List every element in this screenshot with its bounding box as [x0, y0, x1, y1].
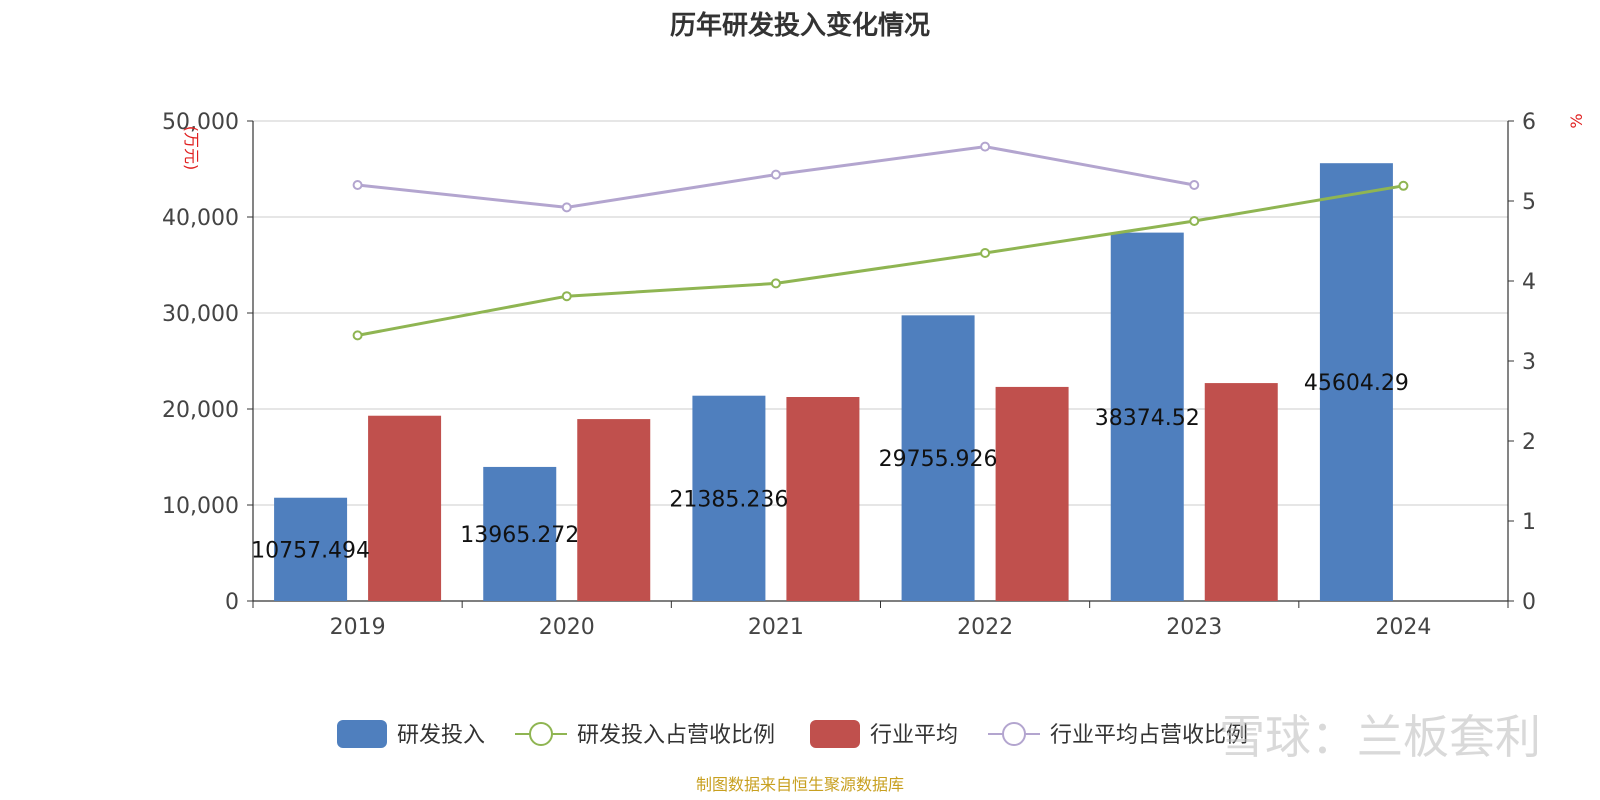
bar: [368, 415, 442, 601]
legend-label: 研发投入: [397, 723, 485, 748]
bar: [577, 419, 651, 601]
y-right-tick-label: 3: [1522, 350, 1536, 375]
data-label: 13965.272: [460, 523, 579, 548]
data-label: 45604.29: [1304, 371, 1409, 396]
line-point: [1189, 216, 1200, 226]
bar: [995, 386, 1069, 601]
line-point: [352, 180, 363, 190]
x-tick-label: 2024: [1375, 615, 1431, 640]
data-label: 38374.52: [1095, 406, 1200, 431]
y-right-unit: %: [1567, 113, 1586, 128]
line-point: [770, 278, 781, 289]
x-tick-label: 2023: [1166, 615, 1222, 640]
legend-swatch-marker: [529, 722, 553, 746]
y-right-tick-label: 0: [1522, 590, 1536, 615]
bars: [274, 163, 1393, 601]
legend-swatch: [810, 720, 860, 748]
y-right-tick-label: 4: [1522, 270, 1536, 295]
line-point: [561, 291, 572, 302]
line-point: [1398, 180, 1409, 191]
y-right-tick-label: 2: [1522, 430, 1536, 455]
y-left-tick-label: 20,000: [162, 398, 239, 423]
watermark: 雪球：兰板套利: [1219, 710, 1541, 764]
series-line: [357, 184, 1404, 337]
y-left-unit: (万元): [182, 126, 201, 171]
y-right-tick-label: 6: [1522, 110, 1536, 135]
data-label: 21385.236: [669, 487, 788, 512]
data-labels: 10757.494 13965.272 21385.236 29755.926 3837…: [251, 371, 1409, 563]
line-point: [1189, 180, 1200, 190]
bar: [483, 466, 557, 601]
grid: [253, 120, 1508, 506]
y-right-tick-label: 5: [1522, 190, 1536, 215]
data-label: 29755.926: [879, 447, 998, 472]
bar: [901, 315, 975, 601]
bar: [1110, 232, 1184, 601]
line-point: [980, 248, 991, 258]
bar: [786, 397, 860, 601]
legend-swatch-marker: [1002, 722, 1026, 746]
bar: [1319, 163, 1393, 601]
line-point: [770, 169, 781, 180]
legend-label: 行业平均: [870, 723, 958, 748]
x-tick-label: 2021: [748, 615, 804, 640]
chart-title: 历年研发投入变化情况: [670, 10, 930, 41]
lines: [352, 141, 1409, 341]
y-right-tick-label: 1: [1522, 510, 1536, 535]
axes: 0 10,000 20,000 30,000 40,000 50,000 0 1 2 3 4 5 6 20…: [162, 110, 1586, 640]
bar: [692, 395, 766, 601]
y-left-tick-label: 10,000: [162, 494, 239, 519]
x-tick-label: 2020: [539, 615, 595, 640]
source-note: 制图数据来自恒生聚源数据库: [696, 775, 904, 794]
legend-label: 研发投入占营收比例: [577, 723, 775, 748]
line-point: [352, 330, 363, 341]
bar: [274, 497, 348, 601]
legend-swatch: [337, 720, 387, 748]
line-point: [561, 202, 572, 213]
y-left-tick-label: 30,000: [162, 302, 239, 327]
y-left-tick-label: 0: [225, 590, 239, 615]
x-tick-label: 2019: [330, 615, 386, 640]
legend-label: 行业平均占营收比例: [1050, 723, 1248, 748]
bar: [1204, 383, 1278, 601]
data-label: 10757.494: [251, 538, 370, 563]
legend: 研发投入 研发投入占营收比例 行业平均 行业平均占营收比例: [337, 720, 1248, 748]
x-tick-label: 2022: [957, 615, 1013, 640]
line-point: [980, 141, 991, 152]
y-left-tick-label: 40,000: [162, 206, 239, 231]
y-left-tick-label: 50,000: [162, 110, 239, 135]
